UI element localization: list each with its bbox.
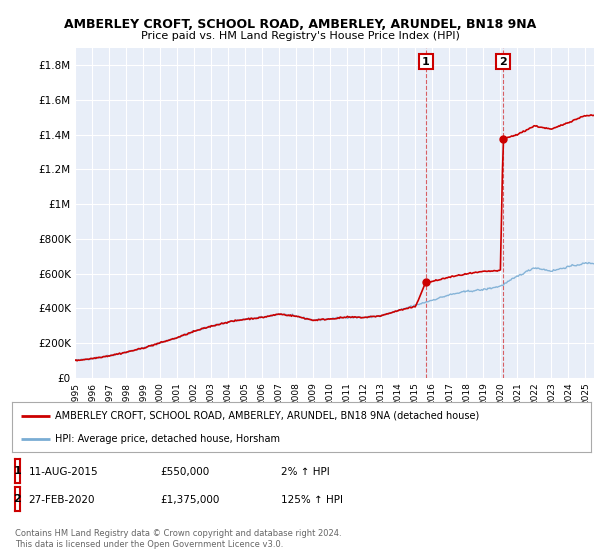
Text: 1: 1 <box>13 466 21 475</box>
Text: 2% ↑ HPI: 2% ↑ HPI <box>281 467 329 477</box>
Text: AMBERLEY CROFT, SCHOOL ROAD, AMBERLEY, ARUNDEL, BN18 9NA: AMBERLEY CROFT, SCHOOL ROAD, AMBERLEY, A… <box>64 18 536 31</box>
Text: 11-AUG-2015: 11-AUG-2015 <box>29 467 98 477</box>
Text: AMBERLEY CROFT, SCHOOL ROAD, AMBERLEY, ARUNDEL, BN18 9NA (detached house): AMBERLEY CROFT, SCHOOL ROAD, AMBERLEY, A… <box>55 410 479 421</box>
Text: 27-FEB-2020: 27-FEB-2020 <box>29 495 95 505</box>
Text: 2: 2 <box>499 57 507 67</box>
Text: Price paid vs. HM Land Registry's House Price Index (HPI): Price paid vs. HM Land Registry's House … <box>140 31 460 41</box>
Text: HPI: Average price, detached house, Horsham: HPI: Average price, detached house, Hors… <box>55 434 280 444</box>
Text: Contains HM Land Registry data © Crown copyright and database right 2024.
This d: Contains HM Land Registry data © Crown c… <box>15 529 341 549</box>
Text: £550,000: £550,000 <box>161 467 210 477</box>
Text: 125% ↑ HPI: 125% ↑ HPI <box>281 495 343 505</box>
Text: £1,375,000: £1,375,000 <box>161 495 220 505</box>
Text: 2: 2 <box>13 494 21 503</box>
Text: 1: 1 <box>422 57 430 67</box>
